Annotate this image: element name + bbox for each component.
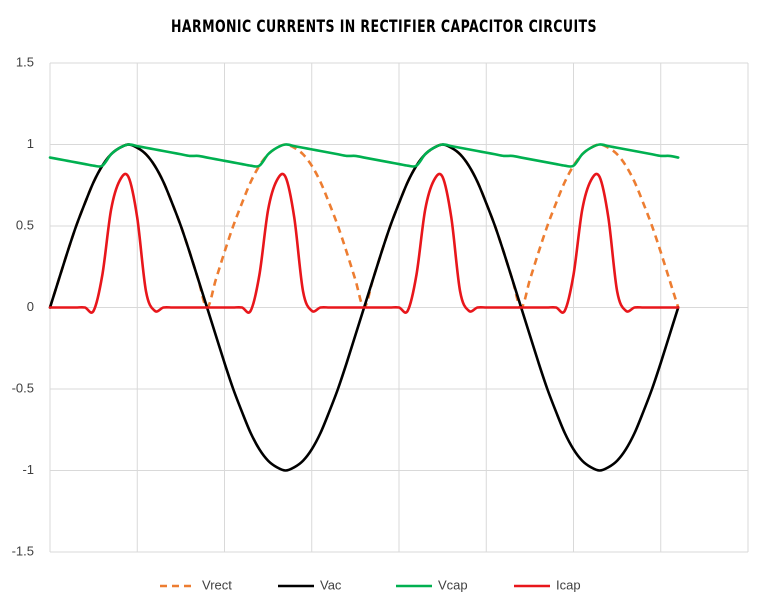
grid: -1.5 -1 -0.5 0 0.5 1 1.5 — [12, 54, 749, 558]
legend: Vrect Vac Vcap Icap — [160, 577, 581, 592]
plot — [48, 143, 680, 472]
series-line — [48, 172, 680, 314]
y-tick-label: 0 — [27, 299, 34, 314]
y-tick-label: -0.5 — [12, 380, 34, 395]
legend-label: Vac — [320, 577, 342, 592]
legend-label: Vcap — [438, 577, 468, 592]
y-tick-label: 0.5 — [16, 217, 34, 232]
legend-label: Vrect — [202, 577, 232, 592]
y-tick-label: -1.5 — [12, 543, 34, 558]
chart-title: HARMONIC CURRENTS IN RECTIFIER CAPACITOR… — [171, 17, 597, 37]
series-line — [48, 143, 680, 168]
y-tick-label: -1 — [22, 462, 34, 477]
y-tick-label: 1.5 — [16, 54, 34, 69]
legend-label: Icap — [556, 577, 581, 592]
y-tick-label: 1 — [27, 136, 34, 151]
